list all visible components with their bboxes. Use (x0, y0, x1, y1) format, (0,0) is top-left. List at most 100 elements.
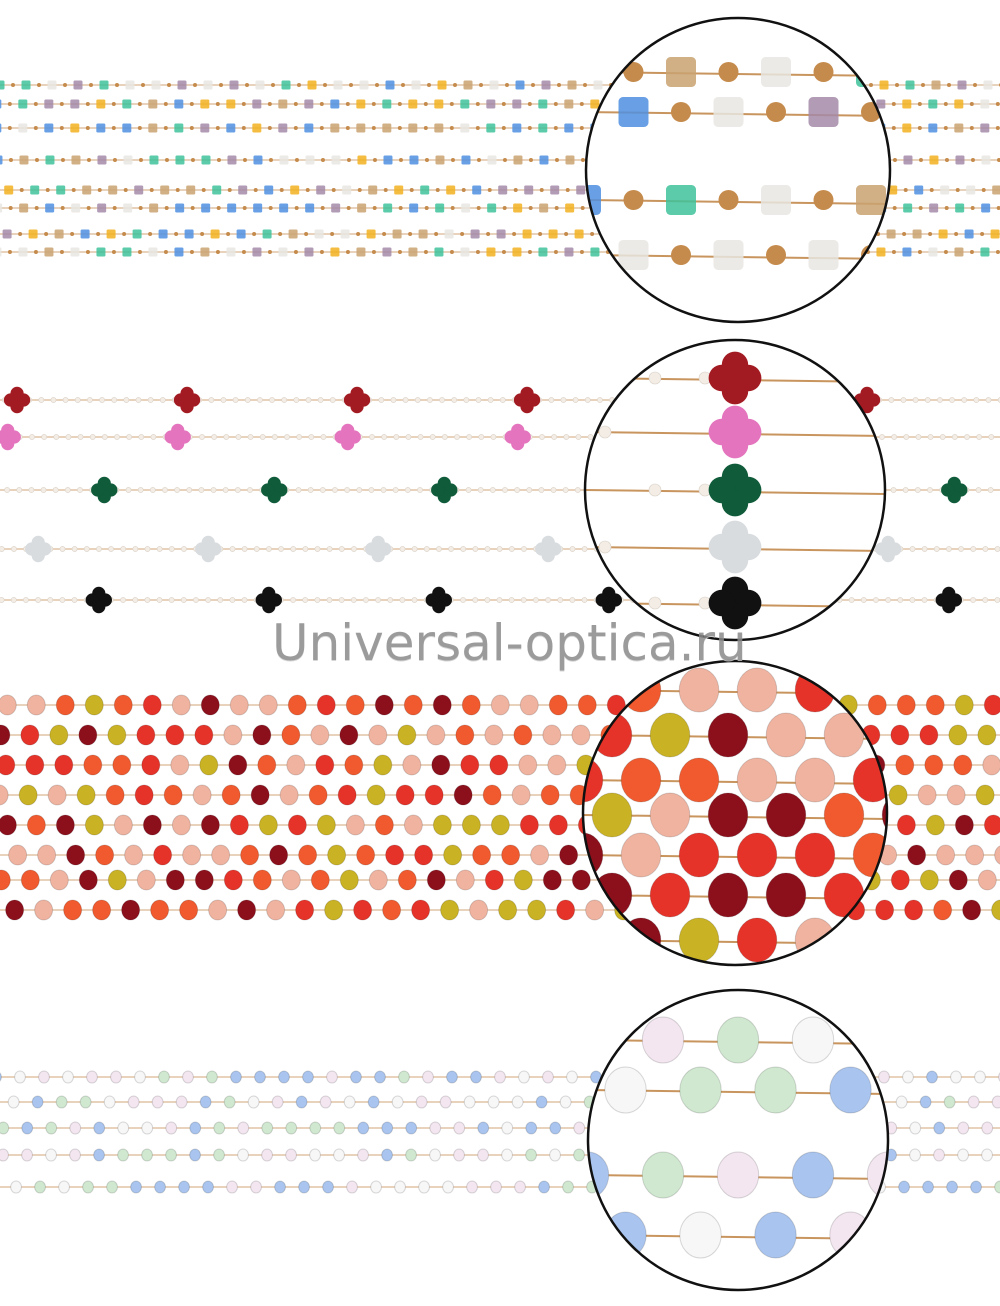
cube-bead (99, 80, 109, 90)
cube-bead (158, 229, 168, 239)
crystal-bead (970, 1180, 982, 1194)
cube-bead (203, 80, 213, 90)
cube-bead (383, 155, 393, 165)
pearl-bead (138, 434, 145, 440)
crystal-bead (977, 724, 997, 746)
gold-bead (201, 188, 206, 192)
pearl-bead (47, 597, 54, 603)
gold-bead (397, 126, 402, 130)
pearl-bead (390, 397, 397, 403)
cube-bead (288, 229, 298, 239)
crystal-bead (875, 899, 895, 921)
crystal-bead (414, 844, 434, 866)
cube-bead (966, 185, 976, 195)
pearl-bead (317, 397, 324, 403)
cube-bead (981, 203, 991, 213)
cube-bead (97, 203, 107, 213)
cube-bead (262, 229, 272, 239)
crystal-bead (385, 844, 405, 866)
crystal-bead (852, 917, 887, 963)
gold-bead (271, 83, 276, 87)
cube-bead (175, 155, 185, 165)
crystal-bead (281, 869, 301, 891)
crystal-bead (194, 724, 214, 746)
pearl-bead (363, 597, 369, 603)
crystal-bead (0, 1121, 10, 1135)
gold-bead (163, 126, 168, 130)
gold-bead (943, 126, 948, 130)
pearl-bead (879, 434, 885, 440)
crystal-bead (230, 1070, 242, 1084)
crystal-bead (278, 1070, 290, 1084)
gold-bead (293, 126, 298, 130)
crystal-bead (716, 1016, 760, 1064)
crystal-bead (333, 1121, 346, 1135)
crystal-bead (14, 1070, 26, 1084)
pearl-bead (247, 434, 254, 440)
pearl-bead (508, 546, 515, 552)
crystal-bead (175, 1095, 188, 1109)
pearl-bead (223, 434, 230, 440)
cube-bead (929, 155, 939, 165)
cube-bead (330, 247, 340, 257)
crystal-bead (295, 899, 315, 921)
crystal-bead (285, 1121, 298, 1135)
crystal-bead (298, 844, 318, 866)
gold-bead (18, 232, 23, 236)
pearl-bead (338, 546, 345, 552)
crystal-bead (925, 694, 945, 716)
cube-bead (980, 247, 990, 257)
cube-bead (435, 203, 445, 213)
crystal-bead (933, 1121, 946, 1135)
pearl-bead (111, 397, 118, 403)
pearl-bead (478, 434, 485, 440)
crystal-bead (223, 869, 243, 891)
cube-bead (938, 229, 948, 239)
gold-bead (928, 232, 933, 236)
crystal-bead (530, 844, 550, 866)
crystal-bead (429, 1121, 442, 1135)
cube-bead (539, 203, 549, 213)
crystal-bead (470, 1070, 482, 1084)
cube-bead (486, 99, 496, 109)
gold-bead (357, 188, 362, 192)
pearl-bead (994, 546, 1000, 552)
cube-bead (382, 247, 392, 257)
clover-bead (0, 423, 21, 451)
crystal-bead (936, 844, 956, 866)
crystal-bead (38, 1070, 50, 1084)
cube-bead (149, 203, 159, 213)
cube-bead (96, 123, 106, 133)
crystal-bead (484, 724, 504, 746)
cube-bead (990, 229, 1000, 239)
crystal-bead (962, 899, 982, 921)
pearl-bead (59, 546, 66, 552)
cube-bead (279, 155, 289, 165)
pearl-bead (560, 397, 567, 403)
cube-bead (903, 203, 913, 213)
gold-bead (980, 232, 985, 236)
crystal-bead (302, 1070, 314, 1084)
cube-bead (174, 123, 184, 133)
cube-bead (928, 247, 938, 257)
crystal-bead (405, 1148, 417, 1162)
pearl-bead (0, 597, 5, 603)
crystal-bead (922, 1180, 934, 1194)
gold-bead (502, 206, 507, 210)
pearl-bead (508, 597, 515, 603)
crystal-bead (707, 792, 749, 838)
cube-bead (122, 247, 132, 257)
pearl-bead (988, 434, 995, 440)
cube-bead (444, 229, 454, 239)
gold-bead (891, 102, 896, 106)
crystal-bead (5, 899, 25, 921)
pearl-bead (465, 487, 472, 493)
pearl-bead (994, 597, 1000, 603)
pearl-bead (569, 546, 576, 552)
gold-bead (112, 158, 117, 162)
gold-bead (435, 188, 440, 192)
cube-bead (618, 240, 649, 270)
gold-bead (564, 232, 569, 236)
crystal-bead (754, 1066, 797, 1114)
